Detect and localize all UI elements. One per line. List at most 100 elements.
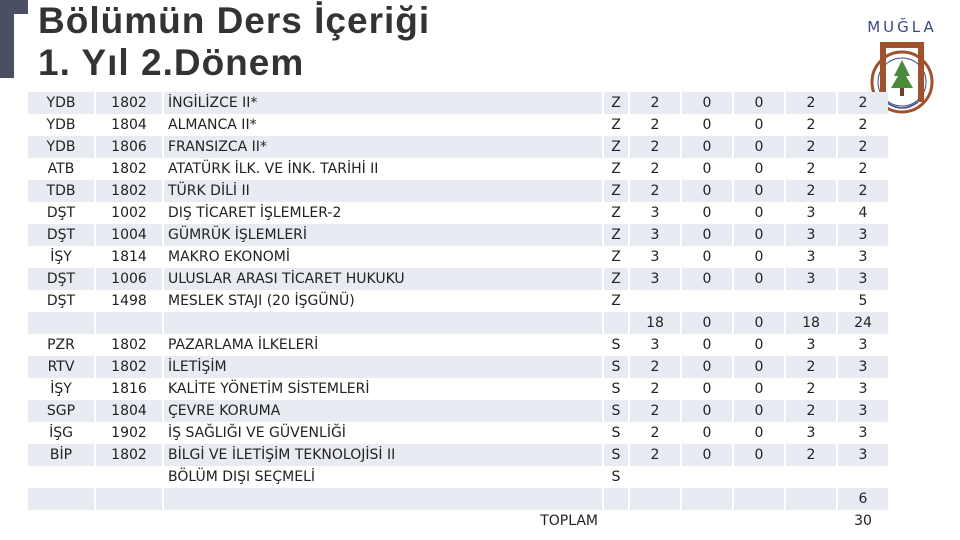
- table-row: DŞT 1002 DIŞ TİCARET İŞLEMLER-2 Z 3 0 0 3 4: [28, 202, 888, 224]
- lab-hours-cell: 0: [734, 444, 784, 466]
- credit-cell: 3: [786, 224, 836, 246]
- column-divider: [602, 246, 604, 268]
- course-type-cell: S: [604, 334, 628, 356]
- dept-code-cell: DŞT: [28, 202, 94, 224]
- credit-cell: 18: [786, 312, 836, 334]
- column-divider: [732, 114, 734, 136]
- column-divider: [162, 510, 164, 532]
- column-divider: [680, 268, 682, 290]
- course-name-cell: İLETİŞİM: [164, 356, 602, 378]
- dept-code-cell: DŞT: [28, 224, 94, 246]
- theory-hours-cell: 2: [630, 356, 680, 378]
- column-divider: [628, 180, 630, 202]
- column-divider: [602, 488, 604, 510]
- practice-hours-cell: [682, 290, 732, 312]
- course-name-cell: İŞ SAĞLIĞI VE GÜVENLİĞİ: [164, 422, 602, 444]
- credit-cell: 2: [786, 114, 836, 136]
- column-divider: [784, 158, 786, 180]
- column-divider: [602, 444, 604, 466]
- column-divider: [628, 136, 630, 158]
- column-divider: [836, 180, 838, 202]
- column-divider: [94, 114, 96, 136]
- credit-cell: 3: [786, 202, 836, 224]
- column-divider: [732, 224, 734, 246]
- theory-hours-cell: 3: [630, 202, 680, 224]
- ects-cell: 4: [838, 202, 888, 224]
- column-divider: [732, 202, 734, 224]
- column-divider: [732, 312, 734, 334]
- column-divider: [784, 378, 786, 400]
- course-code-cell: 1802: [96, 158, 162, 180]
- column-divider: [680, 510, 682, 532]
- column-divider: [680, 92, 682, 114]
- practice-hours-cell: 0: [682, 422, 732, 444]
- course-name-cell: [164, 488, 602, 510]
- page-title: Bölümün Ders İçeriği 1. Yıl 2.Dönem: [38, 0, 430, 84]
- table-row: RTV 1802 İLETİŞİM S 2 0 0 2 3: [28, 356, 888, 378]
- lab-hours-cell: 0: [734, 400, 784, 422]
- table-row: YDB 1802 İNGİLİZCE II* Z 2 0 0 2 2: [28, 92, 888, 114]
- course-name-cell: PAZARLAMA İLKELERİ: [164, 334, 602, 356]
- column-divider: [836, 444, 838, 466]
- course-code-cell: 1004: [96, 224, 162, 246]
- column-divider: [628, 400, 630, 422]
- column-divider: [784, 180, 786, 202]
- column-divider: [162, 158, 164, 180]
- column-divider: [784, 224, 786, 246]
- column-divider: [784, 92, 786, 114]
- column-divider: [784, 312, 786, 334]
- course-code-cell: [96, 312, 162, 334]
- course-code-cell: 1802: [96, 444, 162, 466]
- column-divider: [680, 400, 682, 422]
- practice-hours-cell: 0: [682, 312, 732, 334]
- course-type-cell: S: [604, 466, 628, 488]
- column-divider: [628, 444, 630, 466]
- theory-hours-cell: 3: [630, 224, 680, 246]
- column-divider: [836, 510, 838, 532]
- table-row: İŞY 1814 MAKRO EKONOMİ Z 3 0 0 3 3: [28, 246, 888, 268]
- practice-hours-cell: 0: [682, 202, 732, 224]
- column-divider: [836, 158, 838, 180]
- column-divider: [680, 422, 682, 444]
- column-divider: [602, 422, 604, 444]
- credit-cell: 3: [786, 268, 836, 290]
- theory-hours-cell: [630, 466, 680, 488]
- column-divider: [162, 378, 164, 400]
- lab-hours-cell: 0: [734, 180, 784, 202]
- column-divider: [680, 466, 682, 488]
- course-name-cell: ÇEVRE KORUMA: [164, 400, 602, 422]
- practice-hours-cell: 0: [682, 136, 732, 158]
- column-divider: [162, 202, 164, 224]
- column-divider: [680, 136, 682, 158]
- course-type-cell: Z: [604, 158, 628, 180]
- column-divider: [628, 114, 630, 136]
- column-divider: [784, 510, 786, 532]
- dept-code-cell: [28, 466, 94, 488]
- column-divider: [162, 488, 164, 510]
- lab-hours-cell: [734, 510, 784, 532]
- column-divider: [94, 466, 96, 488]
- column-divider: [162, 246, 164, 268]
- course-type-cell: [604, 312, 628, 334]
- practice-hours-cell: 0: [682, 268, 732, 290]
- column-divider: [602, 158, 604, 180]
- theory-hours-cell: 2: [630, 400, 680, 422]
- column-divider: [602, 202, 604, 224]
- course-name-cell: FRANSIZCA II*: [164, 136, 602, 158]
- dept-code-cell: TDB: [28, 180, 94, 202]
- column-divider: [836, 246, 838, 268]
- column-divider: [94, 246, 96, 268]
- course-name-cell: ATATÜRK İLK. VE İNK. TARİHİ II: [164, 158, 602, 180]
- practice-hours-cell: 0: [682, 246, 732, 268]
- course-type-cell: Z: [604, 224, 628, 246]
- course-table-body: YDB 1802 İNGİLİZCE II* Z 2 0 0 2 2 YDB 1804 ALMANCA…: [28, 92, 888, 532]
- logo-brand-text: MUĞLA: [867, 18, 937, 36]
- column-divider: [94, 224, 96, 246]
- credit-cell: 2: [786, 158, 836, 180]
- credit-cell: 2: [786, 400, 836, 422]
- course-name-cell: DIŞ TİCARET İŞLEMLER-2: [164, 202, 602, 224]
- column-divider: [784, 246, 786, 268]
- column-divider: [732, 422, 734, 444]
- credit-cell: [786, 488, 836, 510]
- lab-hours-cell: 0: [734, 158, 784, 180]
